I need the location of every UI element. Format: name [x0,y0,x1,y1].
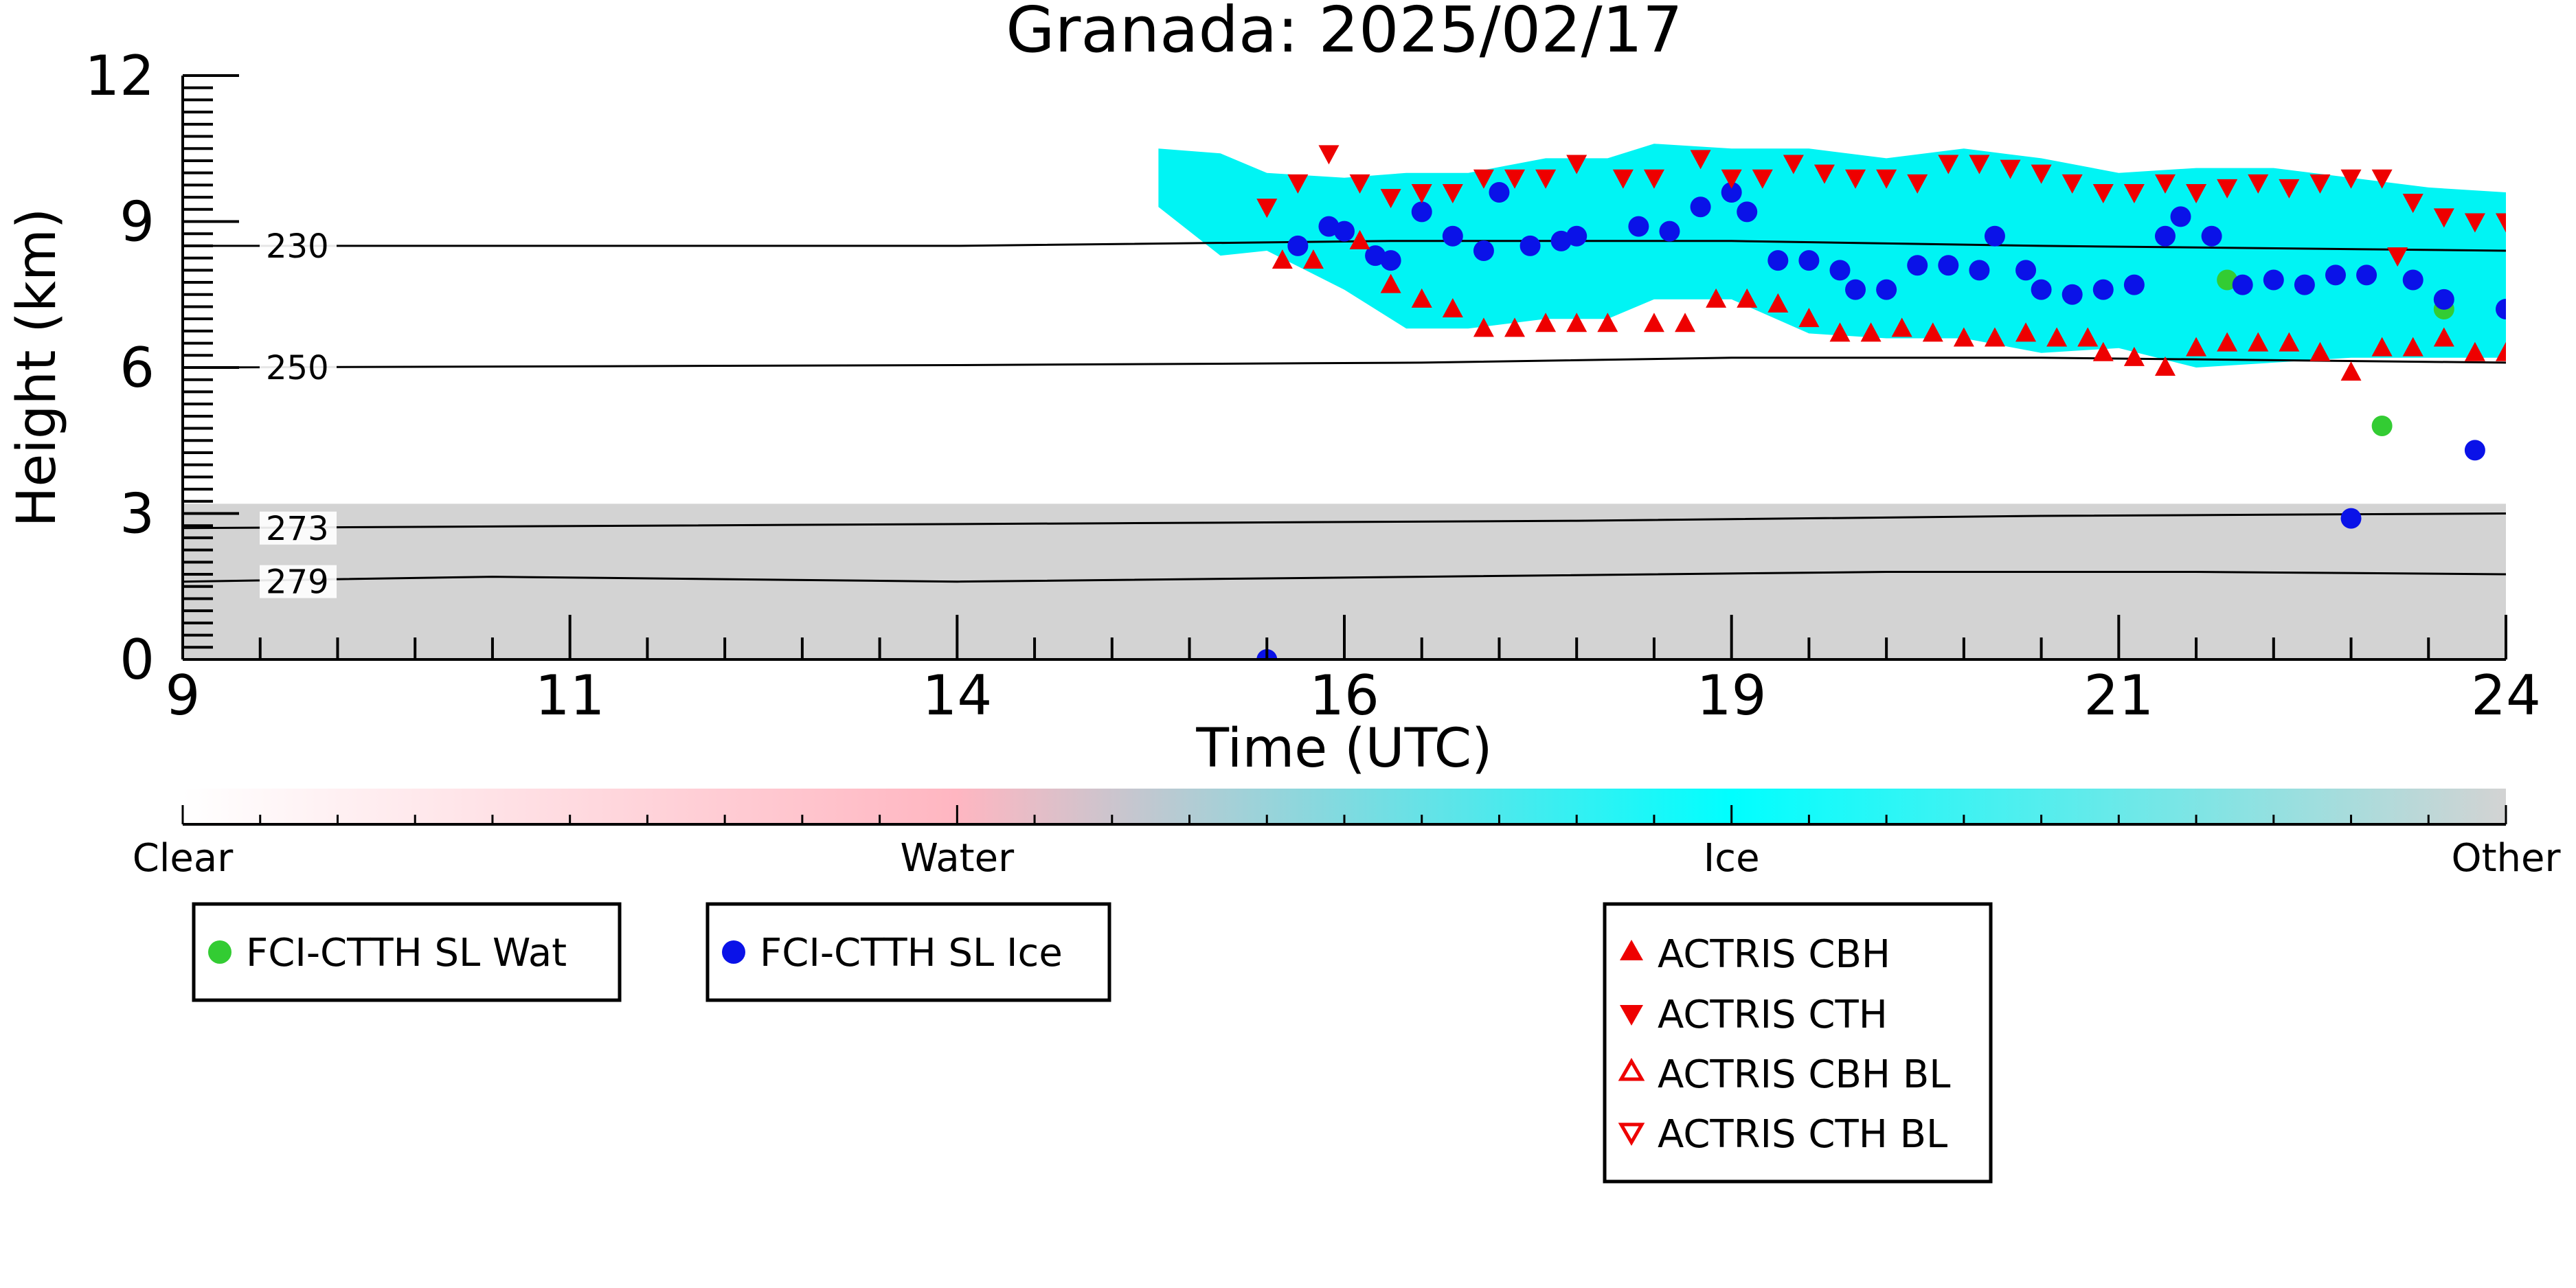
colorbar-label: Water [901,836,1015,881]
legend-fci-ice: FCI-CTTH SL Ice [708,904,1109,1000]
isotherm-line-250 [183,358,2506,368]
marker-fci-ctth-sl-ice [2465,440,2485,460]
isotherm-label: 279 [266,563,329,602]
marker-cbh [1644,313,1664,332]
y-tick-label: 3 [120,482,155,546]
isotherm-label: 273 [266,510,329,548]
legend-label: FCI-CTTH SL Ice [760,931,1063,975]
x-tick-label: 14 [922,664,992,727]
marker-fci-ctth-sl-ice [2062,284,2083,305]
marker-fci-ctth-sl-ice [1412,201,1432,222]
marker-fci-ctth-sl-ice [2124,275,2145,295]
marker-fci-ctth-sl-ice [1691,196,1711,217]
marker-fci-ctth-sl-ice [1489,182,1509,203]
x-tick-label: 11 [535,664,605,727]
legend-fci-wat: FCI-CTTH SL Wat [194,904,620,1000]
green-circle-marker [208,940,231,964]
y-tick-label: 6 [120,336,155,400]
y-tick-label: 12 [84,44,155,108]
marker-fci-ctth-sl-ice [1985,226,2005,247]
y-axis-label: Height (km) [6,208,68,528]
marker-fci-ctth-sl-ice [2434,289,2454,310]
x-tick-label: 9 [166,664,201,727]
marker-fci-ctth-sl-ice [1659,221,1680,242]
marker-fci-ctth-sl-ice [1520,236,1541,256]
legend-label: ACTRIS CBH [1658,932,1890,977]
marker-fci-ctth-sl-ice [2263,270,2284,291]
legend-label: FCI-CTTH SL Wat [246,931,567,975]
legend-label: ACTRIS CBH BL [1658,1052,1950,1097]
marker-fci-ctth-sl-ice [2325,264,2346,285]
marker-fci-ctth-sl-ice [2233,275,2253,295]
marker-fci-ctth-sl-ice [1443,226,1463,247]
marker-fci-ctth-sl-ice [1381,250,1401,271]
marker-fci-ctth-sl-ice [1767,250,1788,271]
marker-fci-ctth-sl-ice [1876,280,1897,300]
marker-fci-ctth-sl-ice [1287,236,1308,256]
marker-fci-ctth-sl-ice [2403,270,2424,291]
x-axis-label: Time (UTC) [1195,718,1492,780]
marker-fci-ctth-sl-ice [1845,280,1866,300]
marker-cth [1318,145,1339,164]
marker-fci-ctth-sl-ice [2341,508,2362,529]
marker-fci-ctth-sl-ice [1798,250,1819,271]
plot-area [183,144,2516,670]
marker-fci-ctth-sl-ice [1829,260,1850,280]
y-tick-label: 0 [120,628,155,692]
marker-fci-ctth-sl-ice [2031,280,2052,300]
marker-fci-ctth-sl-ice [2155,226,2176,247]
colorbar-label: Ice [1704,836,1760,881]
marker-cbh [2341,361,2362,381]
x-tick-label: 24 [2471,664,2541,727]
colorbar-label: Clear [133,836,234,881]
marker-fci-ctth-sl-ice [1473,240,1494,261]
chart-title: Granada: 2025/02/17 [1006,0,1682,67]
legend-actris: ACTRIS CBH ACTRIS CTH ACTRIS CBH BL ACTR… [1605,904,1991,1182]
classification-colorbar: Clear Water Ice Other [133,789,2562,881]
legend-label: ACTRIS CTH [1658,993,1888,1037]
marker-cbh [1675,313,1695,332]
isotherm-label: 250 [266,349,329,387]
marker-fci-ctth-sl-ice [2202,226,2222,247]
colorbar-label: Other [2451,836,2561,881]
isotherm-label: 230 [266,227,329,266]
legend-label: ACTRIS CTH BL [1658,1112,1947,1157]
marker-fci-ctth-sl-ice [2093,280,2114,300]
marker-fci-ctth-sl-ice [2015,260,2036,280]
marker-fci-ctth-sl-ice [1334,221,1355,242]
marker-fci-ctth-sl-ice [1566,226,1587,247]
marker-fci-ctth-sl-ice [1628,216,1649,237]
marker-fci-ctth-sl-ice [2496,299,2516,319]
marker-fci-ctth-sl-ice [1969,260,1989,280]
colorbar-labels: Clear Water Ice Other [133,836,2562,881]
isotherm-labels: 230 250 273 279 [260,227,337,602]
marker-fci-ctth-sl-ice [1938,255,1958,275]
marker-fci-ctth-sl-ice [2356,264,2377,285]
marker-fci-ctth-sl-ice [1907,255,1928,275]
blue-circle-marker [722,940,745,964]
marker-fci-ctth-sl-wat [2372,416,2393,436]
x-tick-label: 21 [2083,664,2154,727]
marker-fci-ctth-sl-ice [1737,201,1757,222]
marker-fci-ctth-sl-ice [2294,275,2315,295]
y-tick-label: 9 [120,190,155,254]
x-tick-label: 19 [1697,664,1767,727]
marker-fci-ctth-sl-ice [2171,206,2191,227]
